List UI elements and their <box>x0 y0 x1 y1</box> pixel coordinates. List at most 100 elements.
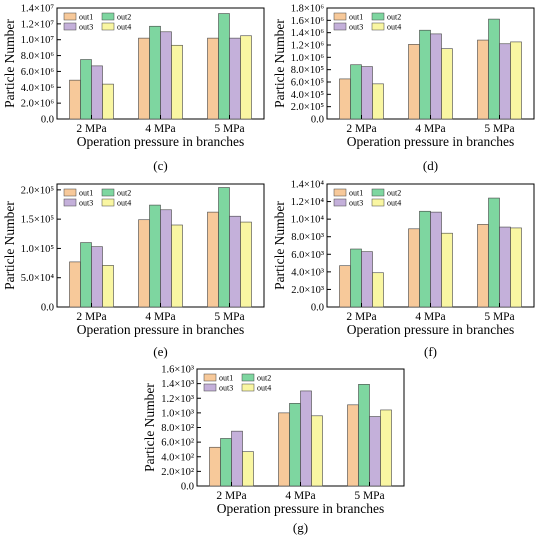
bar-out3-4-mpa <box>430 211 442 308</box>
bar-out4-2-mpa <box>102 265 114 308</box>
bar-out1-4-mpa <box>408 44 420 120</box>
y-tick-label: 6.0×10³ <box>291 250 324 261</box>
legend-swatch-out2 <box>101 12 115 21</box>
y-axis-label: Particle Number <box>142 383 157 472</box>
legend-label-out4: out4 <box>387 23 401 32</box>
bar-out4-5-mpa <box>240 221 252 308</box>
y-tick-label: 1.0×10⁷ <box>21 35 55 46</box>
legend: out1 out2 out3 out4 <box>203 373 271 393</box>
x-axis-label: Operation pressure in branches <box>217 501 385 516</box>
chart-panel-1: 0.0 2.0×10⁶ 4.0×10⁶ 6.0×10⁶ 8.0×10⁶ 1.0×10⁷ 1.… <box>2 4 265 173</box>
bar-out2-4-mpa <box>419 210 431 308</box>
legend-swatch-out1 <box>63 188 77 197</box>
y-tick-label: 6.0×10² <box>161 438 194 449</box>
y-tick-label: 2.0×10⁵ <box>291 102 325 113</box>
y-tick-label: 0.0 <box>41 115 54 126</box>
legend-swatch-out3 <box>63 198 77 207</box>
bar-out2-2-mpa <box>80 242 92 308</box>
legend-label-out2: out2 <box>387 13 401 22</box>
y-tick-label: 1.6×10³ <box>161 365 194 376</box>
y-axis-label: Particle Number <box>2 201 17 290</box>
legend-label-out3: out3 <box>219 384 233 393</box>
y-tick-label: 1.0×10⁴ <box>291 215 325 226</box>
legend-label-out3: out3 <box>349 23 363 32</box>
x-tick-label: 5 MPa <box>354 490 384 502</box>
legend-swatch-out2 <box>241 373 255 382</box>
bar-out2-4-mpa <box>289 403 301 487</box>
x-tick-label: 2 MPa <box>346 123 376 135</box>
legend-swatch-out1 <box>63 12 77 21</box>
bar-out2-5-mpa <box>488 197 500 308</box>
legend-swatch-out4 <box>101 22 115 31</box>
y-axis-label: Particle Number <box>272 19 287 108</box>
legend-label-out2: out2 <box>387 189 401 198</box>
x-tick-label: 4 MPa <box>415 311 445 323</box>
x-axis-label: Operation pressure in branches <box>347 322 515 337</box>
y-tick-label: 1.8×10⁶ <box>291 4 325 15</box>
legend-label-out2: out2 <box>117 189 131 198</box>
bar-out2-4-mpa <box>419 29 431 120</box>
y-tick-label: 8.0×10⁵ <box>291 65 325 76</box>
y-tick-label: 6.0×10⁵ <box>291 78 325 89</box>
x-tick-label: 5 MPa <box>214 311 244 323</box>
legend-label-out1: out1 <box>79 189 93 198</box>
bar-out2-2-mpa <box>220 438 232 487</box>
legend-swatch-out4 <box>241 383 255 392</box>
legend-label-out1: out1 <box>349 13 363 22</box>
legend-label-out2: out2 <box>257 374 271 383</box>
bar-out2-2-mpa <box>350 64 362 120</box>
x-tick-label: 2 MPa <box>346 311 376 323</box>
y-tick-label: 4.0×10⁵ <box>291 90 325 101</box>
legend-swatch-out4 <box>371 198 385 207</box>
y-tick-label: 8.0×10³ <box>291 232 324 243</box>
bar-out1-2-mpa <box>339 78 351 120</box>
x-tick-label: 4 MPa <box>415 123 445 135</box>
bar-out2-5-mpa <box>488 18 500 120</box>
bar-out4-2-mpa <box>242 451 254 487</box>
bar-out2-5-mpa <box>358 384 370 487</box>
y-tick-label: 2.0×10³ <box>291 285 324 296</box>
x-tick-label: 4 MPa <box>145 311 175 323</box>
y-tick-label: 1.0×10⁵ <box>21 244 55 255</box>
bar-out1-4-mpa <box>408 228 420 308</box>
y-tick-label: 1.2×10⁷ <box>21 19 55 30</box>
bar-out4-5-mpa <box>240 35 252 120</box>
bar-out1-5-mpa <box>207 37 219 120</box>
y-tick-label: 5.0×10⁴ <box>21 273 55 284</box>
legend-swatch-out3 <box>203 383 217 392</box>
x-tick-label: 5 MPa <box>484 123 514 135</box>
y-tick-label: 1.2×10⁶ <box>291 41 325 52</box>
bar-out3-4-mpa <box>430 33 442 120</box>
legend-swatch-out3 <box>333 22 347 31</box>
bar-out1-5-mpa <box>477 39 489 120</box>
bar-out1-5-mpa <box>477 224 489 308</box>
bar-out1-2-mpa <box>209 446 221 487</box>
legend: out1 out2 out3 out4 <box>333 12 401 32</box>
bar-out4-5-mpa <box>510 227 522 308</box>
y-tick-label: 4.0×10² <box>161 452 194 463</box>
y-tick-label: 1.6×10⁶ <box>291 16 325 27</box>
x-axis-label: Operation pressure in branches <box>77 322 245 337</box>
bar-out3-5-mpa <box>369 416 381 487</box>
bar-out3-2-mpa <box>91 65 103 120</box>
bar-out1-4-mpa <box>138 37 150 120</box>
bar-out3-5-mpa <box>229 37 241 120</box>
legend-label-out4: out4 <box>117 23 131 32</box>
bar-out4-2-mpa <box>372 272 384 308</box>
legend-label-out4: out4 <box>117 199 131 208</box>
panel-caption: (d) <box>423 158 438 173</box>
x-axis-label: Operation pressure in branches <box>77 134 245 149</box>
legend-label-out1: out1 <box>79 13 93 22</box>
legend-swatch-out2 <box>371 12 385 21</box>
bar-out3-2-mpa <box>91 246 103 308</box>
y-tick-label: 8.0×10⁶ <box>21 51 55 62</box>
bar-out2-4-mpa <box>149 25 161 120</box>
bar-out4-2-mpa <box>102 83 114 120</box>
y-axis-label: Particle Number <box>2 19 17 108</box>
y-tick-label: 1.2×10³ <box>161 394 194 405</box>
y-tick-label: 1.4×10⁴ <box>291 180 325 191</box>
x-tick-label: 2 MPa <box>76 311 106 323</box>
legend-label-out3: out3 <box>349 199 363 208</box>
bar-out2-2-mpa <box>80 59 92 120</box>
legend-swatch-out4 <box>101 198 115 207</box>
